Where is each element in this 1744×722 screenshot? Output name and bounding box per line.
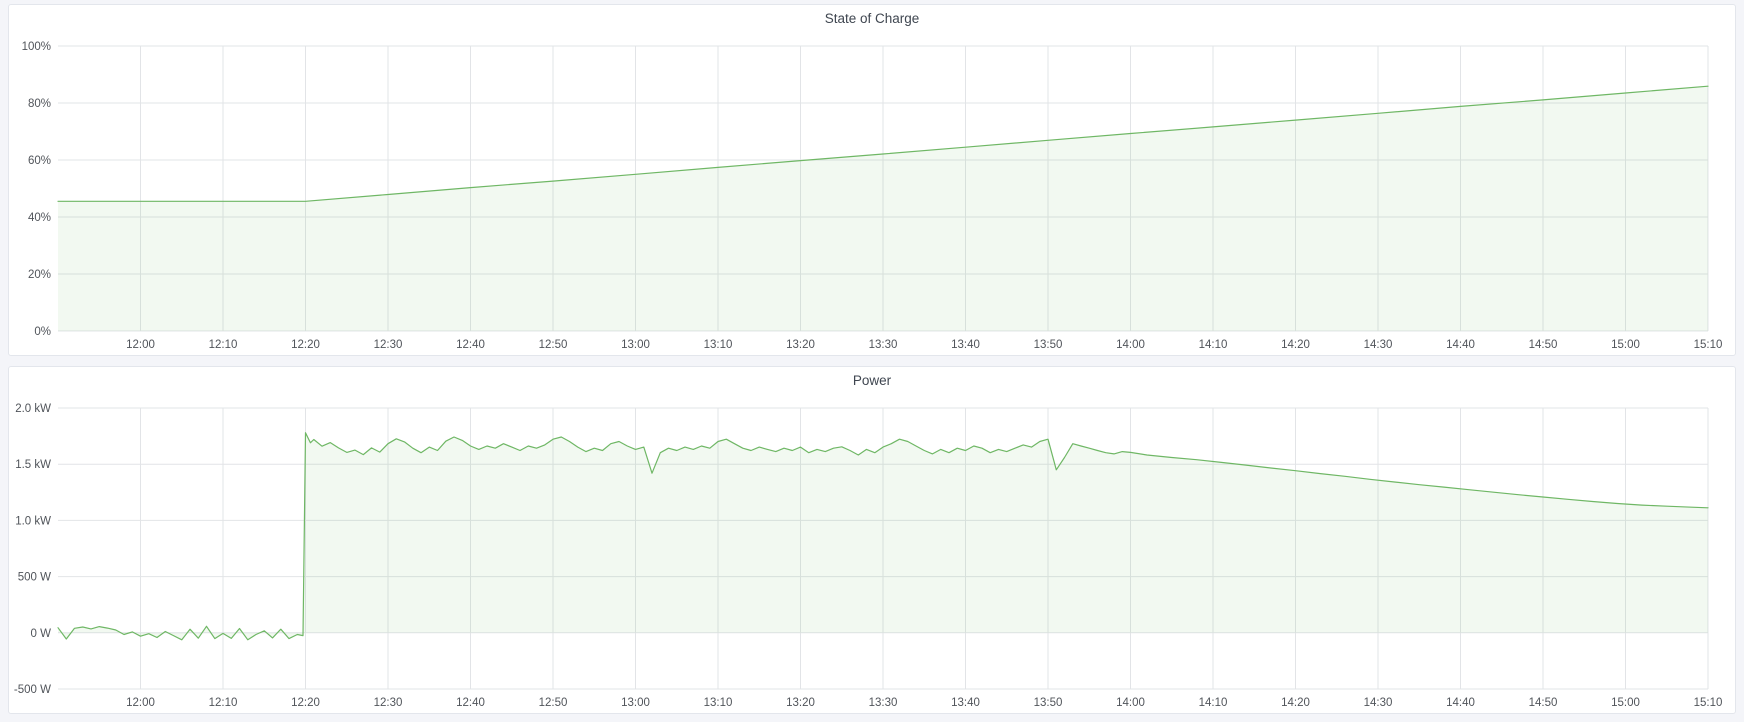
x-axis-tick-label: 12:20 — [291, 339, 320, 351]
x-axis-tick-label: 13:10 — [704, 697, 733, 709]
y-axis-tick-label: 40% — [28, 212, 51, 224]
x-axis-tick-label: 12:10 — [209, 339, 238, 351]
x-axis-tick-label: 12:30 — [374, 339, 403, 351]
y-axis-tick-label: 20% — [28, 269, 51, 281]
x-axis-tick-label: 13:50 — [1034, 697, 1063, 709]
soc-plot-area[interactable]: 0% 20% 40% 60% 80% 100% 12:00 12:10 12:20 12:30 12… — [9, 33, 1735, 355]
x-axis-tick-label: 13:00 — [621, 697, 650, 709]
x-axis-tick-label: 14:20 — [1281, 697, 1310, 709]
panel-title-power[interactable]: Power — [852, 373, 892, 388]
x-axis-tick-label: 14:40 — [1446, 339, 1475, 351]
x-axis-tick-label: 15:00 — [1611, 339, 1640, 351]
x-axis-tick-label: 13:00 — [621, 339, 650, 351]
y-axis-tick-label: -500 W — [14, 684, 51, 696]
panel-power: Power -500 W 0 W 500 W 1.0 kW 1.5 kW 2.0 kW 12… — [8, 366, 1736, 714]
x-axis-tick-label: 15:10 — [1694, 697, 1723, 709]
x-axis-tick-label: 14:20 — [1281, 339, 1310, 351]
x-axis-tick-label: 12:20 — [291, 697, 320, 709]
series-area-fill — [58, 86, 1708, 331]
x-axis-tick-label: 13:30 — [869, 697, 898, 709]
series-area-fill — [58, 432, 1708, 640]
x-axis-tick-label: 15:00 — [1611, 697, 1640, 709]
x-axis-tick-label: 13:20 — [786, 339, 815, 351]
series-line — [57, 432, 1709, 641]
x-axis-tick-label: 14:50 — [1529, 697, 1558, 709]
x-axis-tick-label: 12:50 — [539, 339, 568, 351]
x-axis-tick-label: 12:50 — [539, 697, 568, 709]
series-line — [57, 85, 1709, 202]
x-axis-tick-label: 13:10 — [704, 339, 733, 351]
x-axis-tick-label: 14:30 — [1364, 339, 1393, 351]
x-axis-tick-label: 13:40 — [951, 339, 980, 351]
x-axis-tick-label: 14:00 — [1116, 339, 1145, 351]
x-axis-tick-label: 12:40 — [456, 697, 485, 709]
y-axis-tick-label: 80% — [28, 98, 51, 110]
x-axis-tick-label: 12:00 — [126, 697, 155, 709]
x-axis-tick-label: 14:00 — [1116, 697, 1145, 709]
x-axis-tick-label: 12:30 — [374, 697, 403, 709]
y-axis-tick-label: 1.0 kW — [15, 515, 51, 527]
y-axis-tick-label: 2.0 kW — [15, 403, 51, 415]
x-axis-tick-label: 14:50 — [1529, 339, 1558, 351]
x-axis-tick-label: 13:30 — [869, 339, 898, 351]
x-axis-tick-label: 13:20 — [786, 697, 815, 709]
x-axis-tick-label: 13:40 — [951, 697, 980, 709]
y-axis-tick-label: 0 W — [31, 628, 52, 640]
x-axis-tick-label: 13:50 — [1034, 339, 1063, 351]
power-plot-area[interactable]: -500 W 0 W 500 W 1.0 kW 1.5 kW 2.0 kW 12:00 12:… — [9, 395, 1735, 713]
x-axis-tick-label: 12:40 — [456, 339, 485, 351]
panel-state-of-charge: State of Charge 0% 20% 40% 60% 80% 100% 12:00 1… — [8, 4, 1736, 356]
y-axis-tick-label: 500 W — [18, 572, 51, 584]
y-axis-tick-label: 60% — [28, 155, 51, 167]
x-axis-tick-label: 14:10 — [1199, 339, 1228, 351]
x-axis-tick-label: 14:10 — [1199, 697, 1228, 709]
x-axis-tick-label: 15:10 — [1694, 339, 1723, 351]
y-axis-tick-label: 1.5 kW — [15, 459, 51, 471]
y-axis-tick-label: 100% — [22, 41, 51, 53]
panel-title-state-of-charge[interactable]: State of Charge — [824, 11, 920, 26]
x-axis-tick-label: 12:00 — [126, 339, 155, 351]
x-axis-tick-label: 14:40 — [1446, 697, 1475, 709]
x-axis-tick-label: 12:10 — [209, 697, 238, 709]
x-axis-tick-label: 14:30 — [1364, 697, 1393, 709]
y-axis-tick-label: 0% — [34, 326, 51, 338]
